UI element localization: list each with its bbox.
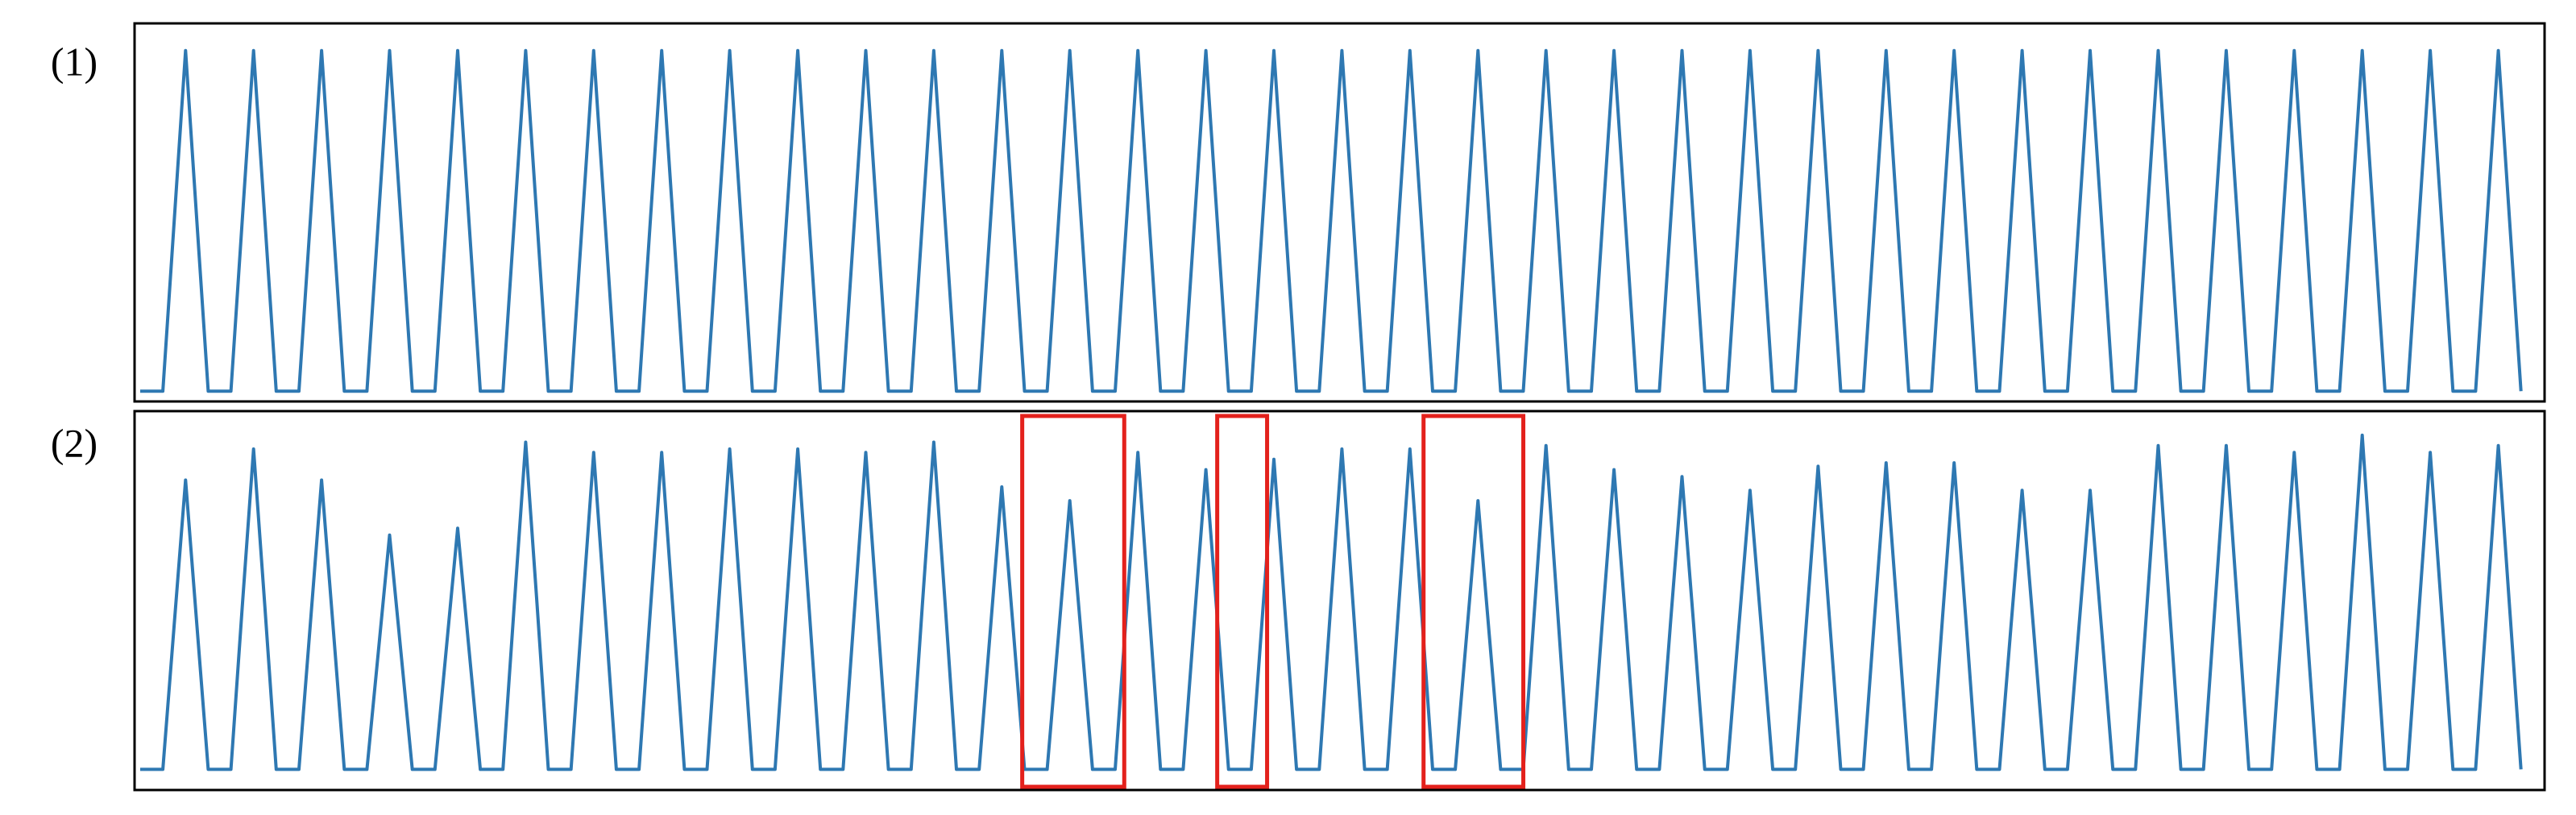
panel-frame xyxy=(133,22,2546,403)
highlight-box xyxy=(1020,414,1126,789)
highlight-box xyxy=(1215,414,1270,789)
data-line xyxy=(140,433,2523,771)
panel-label: (1) xyxy=(51,39,97,84)
highlight-box xyxy=(1421,414,1526,789)
panel-frame xyxy=(133,410,2546,792)
panel-label: (2) xyxy=(51,420,97,465)
data-line xyxy=(140,48,2523,393)
